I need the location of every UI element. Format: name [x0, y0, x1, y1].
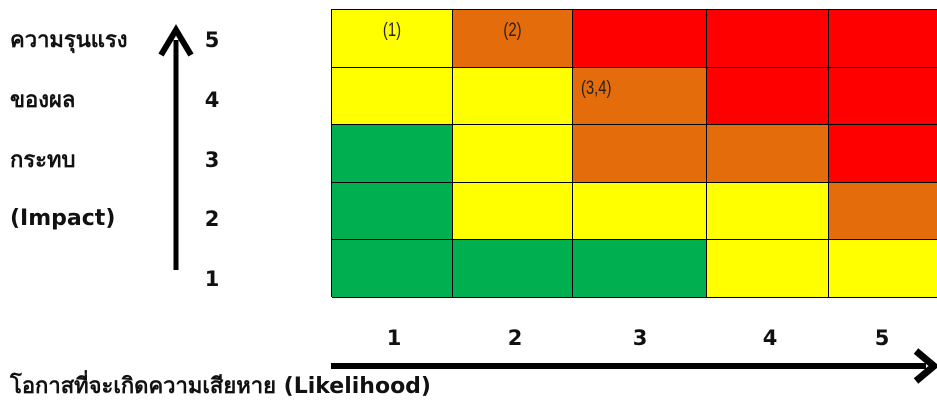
- impact-tick-3: 3: [204, 148, 220, 172]
- matrix-cell-impact-1-likelihood-5: [829, 240, 937, 298]
- risk-item-label: (2): [503, 20, 522, 41]
- matrix-cell-impact-1-likelihood-3: [573, 240, 707, 298]
- matrix-cell-impact-4-likelihood-4: [707, 67, 829, 126]
- matrix-cell-impact-2-likelihood-4: [707, 182, 829, 241]
- matrix-cell-impact-2-likelihood-1: [332, 182, 453, 241]
- likelihood-tick-5: 5: [874, 326, 890, 350]
- matrix-cell-impact-3-likelihood-1: [332, 125, 453, 183]
- matrix-cell-impact-2-likelihood-5: [829, 182, 937, 241]
- risk-matrix: (1) (2) (3,4): [331, 9, 937, 298]
- likelihood-label: โอกาสที่จะเกิดความเสียหาย (Likelihood): [10, 374, 431, 399]
- matrix-cell-impact-2-likelihood-2: [453, 182, 573, 241]
- likelihood-tick-1: 1: [386, 326, 402, 350]
- impact-tick-4: 4: [204, 88, 220, 112]
- matrix-cell-impact-3-likelihood-3: [573, 125, 707, 183]
- matrix-cell-impact-4-likelihood-5: [829, 67, 937, 126]
- matrix-cell-impact-3-likelihood-2: [453, 125, 573, 183]
- matrix-cell-impact-3-likelihood-5: [829, 125, 937, 183]
- impact-label-line-1: ความรุนแรง: [10, 28, 128, 53]
- likelihood-tick-2: 2: [507, 326, 523, 350]
- impact-label-line-4: (Impact): [10, 206, 116, 231]
- matrix-cell-impact-5-likelihood-2: (2): [453, 10, 573, 68]
- matrix-cell-impact-1-likelihood-4: [707, 240, 829, 298]
- likelihood-arrow: [331, 348, 937, 384]
- matrix-cell-impact-4-likelihood-3: (3,4): [573, 67, 707, 126]
- matrix-cell-impact-2-likelihood-3: [573, 182, 707, 241]
- matrix-cell-impact-5-likelihood-3: [573, 10, 707, 68]
- matrix-cell-impact-1-likelihood-2: [453, 240, 573, 298]
- likelihood-tick-3: 3: [632, 326, 648, 350]
- matrix-cell-impact-5-likelihood-1: (1): [332, 10, 453, 68]
- matrix-cell-impact-5-likelihood-4: [707, 10, 829, 68]
- matrix-cell-impact-1-likelihood-1: [332, 240, 453, 298]
- matrix-cell-impact-4-likelihood-1: [332, 67, 453, 126]
- impact-label-line-3: กระทบ: [10, 148, 76, 173]
- matrix-cell-impact-3-likelihood-4: [707, 125, 829, 183]
- risk-item-label: (1): [382, 20, 402, 41]
- matrix-cell-impact-5-likelihood-5: [829, 10, 937, 68]
- impact-tick-5: 5: [204, 28, 220, 52]
- impact-arrow: [158, 24, 194, 270]
- matrix-cell-impact-4-likelihood-2: [453, 67, 573, 126]
- impact-tick-2: 2: [204, 207, 220, 231]
- likelihood-tick-4: 4: [762, 326, 778, 350]
- impact-tick-1: 1: [204, 267, 220, 291]
- risk-item-label: (3,4): [581, 77, 612, 99]
- impact-label-line-2: ของผล: [10, 88, 76, 113]
